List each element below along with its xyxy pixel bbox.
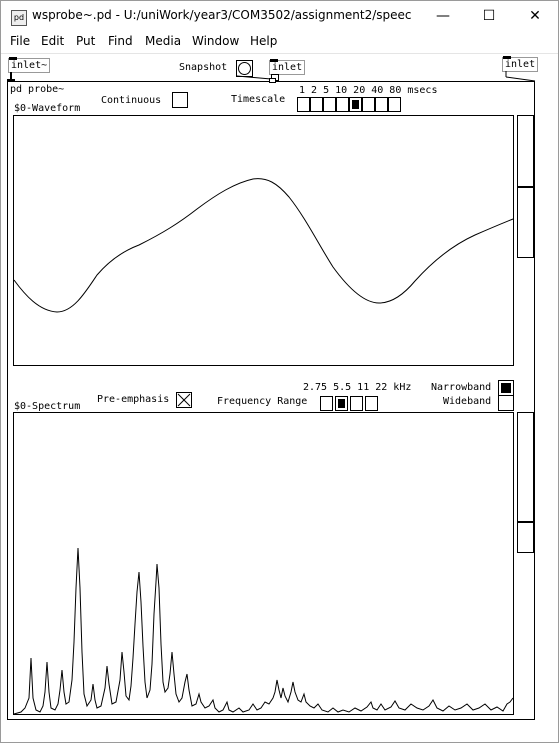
frequency-radio-cell[interactable] — [365, 396, 378, 411]
frequency-radio[interactable] — [320, 396, 381, 411]
inlet-right-inlet — [503, 56, 511, 59]
inlet-right-object[interactable]: inlet — [502, 57, 539, 72]
preemphasis-label: Pre-emphasis — [97, 394, 170, 405]
frequency-radio-cell[interactable] — [335, 396, 348, 411]
pd-icon: pd — [11, 10, 27, 26]
close-button[interactable]: ✕ — [529, 8, 541, 24]
wideband-label: Wideband — [443, 396, 492, 407]
spectrum-label: $0-Spectrum — [14, 401, 81, 412]
timescale-radio-cell[interactable] — [336, 97, 349, 112]
narrowband-toggle[interactable] — [498, 380, 514, 396]
menu-help[interactable]: Help — [250, 34, 278, 48]
minimize-button[interactable]: — — [436, 8, 450, 24]
timescale-radio[interactable] — [297, 97, 403, 112]
radio-selected-marker — [352, 100, 359, 109]
cross-icon — [177, 393, 191, 407]
inlet-tilde-object[interactable]: inlet~ — [8, 58, 51, 73]
frequency-range-label: Frequency Range — [217, 396, 308, 407]
snapshot-label: Snapshot — [179, 62, 228, 73]
menu-put[interactable]: Put — [76, 34, 96, 48]
timescale-radio-cell[interactable] — [375, 97, 388, 112]
slider-knob[interactable] — [518, 521, 534, 523]
timescale-radio-cell[interactable] — [323, 97, 336, 112]
subpatch-label: pd probe~ — [10, 84, 65, 95]
toggle-selected-marker — [501, 383, 511, 393]
menu-media[interactable]: Media — [145, 34, 182, 48]
waveform-vslider[interactable] — [517, 115, 535, 259]
slider-knob[interactable] — [518, 186, 534, 188]
menu-edit[interactable]: Edit — [41, 34, 65, 48]
narrowband-label: Narrowband — [431, 382, 492, 393]
inlet-center-inlet — [270, 59, 278, 62]
signal-cord — [10, 72, 12, 81]
menu-separator — [1, 53, 558, 54]
frequency-options: 2.75 5.5 11 22 kHz — [303, 382, 412, 393]
preemphasis-toggle[interactable] — [176, 392, 192, 408]
maximize-button[interactable]: ☐ — [482, 8, 496, 24]
frequency-radio-cell[interactable] — [350, 396, 363, 411]
inlet-center-object[interactable]: inlet — [269, 60, 306, 75]
timescale-radio-cell[interactable] — [388, 97, 401, 112]
continuous-toggle[interactable] — [172, 92, 188, 108]
title-bar: pd wsprobe~.pd - U:/uniWork/year3/COM350… — [1, 1, 558, 32]
menu-find[interactable]: Find — [108, 34, 133, 48]
timescale-label: Timescale — [231, 94, 286, 105]
continuous-label: Continuous — [101, 95, 162, 106]
spectrum-trace — [13, 547, 514, 715]
waveform-trace — [13, 178, 514, 313]
timescale-radio-cell[interactable] — [297, 97, 310, 112]
menu-file[interactable]: File — [10, 34, 31, 48]
window-title: wsprobe~.pd - U:/uniWork/year3/COM3502/a… — [32, 8, 412, 22]
radio-selected-marker — [338, 399, 345, 408]
timescale-options: 1 2 5 10 20 40 80 msecs — [299, 85, 438, 96]
menu-bar: File Edit Put Find Media Window Help — [1, 32, 558, 52]
waveform-array[interactable] — [13, 115, 515, 367]
waveform-label: $0-Waveform — [14, 103, 81, 114]
timescale-radio-cell[interactable] — [362, 97, 375, 112]
spectrum-array[interactable] — [13, 412, 515, 716]
frequency-radio-cell[interactable] — [320, 396, 333, 411]
bang-circle-icon — [238, 62, 251, 75]
timescale-radio-cell[interactable] — [349, 97, 362, 112]
inlet-tilde-inlet — [9, 57, 17, 60]
wideband-toggle[interactable] — [498, 395, 514, 411]
menu-window[interactable]: Window — [192, 34, 240, 48]
spectrum-vslider[interactable] — [517, 412, 535, 554]
timescale-radio-cell[interactable] — [310, 97, 323, 112]
